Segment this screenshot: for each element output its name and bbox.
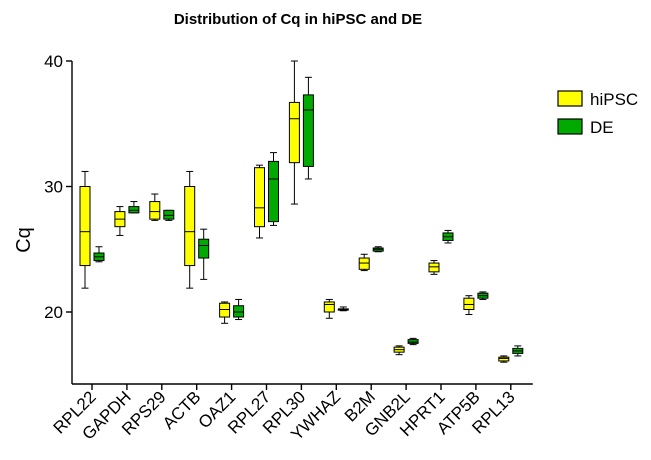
box-de-atp5b [477,291,489,300]
box-de-b2m [372,246,384,253]
box-iqr [149,201,161,220]
y-ticks: 20 30 40 [44,52,72,322]
legend-label-de: DE [590,118,614,137]
x-tick-label: ACTB [159,387,204,432]
box-de-rpl30 [302,76,314,180]
box-de-oaz1 [233,298,245,321]
box-hipsc-rps29 [149,193,161,221]
box-hipsc-atp5b [463,295,475,316]
box-hipsc-rpl22 [79,170,91,289]
y-tick-label: 20 [44,303,63,322]
box-iqr [302,94,314,167]
y-axis-label: Cq [13,227,35,253]
box-iqr [288,101,300,164]
box-iqr [254,167,265,228]
box-iqr [233,305,245,318]
box-hipsc-gnb2l [393,345,405,356]
box-hipsc-b2m [358,253,370,272]
box-iqr [463,297,475,310]
box-iqr [184,186,196,267]
legend-swatch-de [557,118,583,135]
box-de-actb [198,228,210,280]
box-plots [79,60,524,363]
box-iqr [407,339,419,344]
box-de-rpl13 [512,345,524,357]
box-de-gnb2l [407,337,419,346]
box-iqr [428,262,440,273]
box-hipsc-ywhaz [323,298,335,319]
box-de-rpl22 [93,246,105,263]
box-de-rps29 [163,209,175,221]
box-de-ywhaz [337,306,349,312]
y-tick-label: 40 [44,52,63,71]
box-de-rpl27 [268,152,279,226]
box-iqr [198,238,210,259]
box-iqr [128,206,140,214]
box-iqr [268,160,279,223]
legend-swatch-hipsc [557,90,583,107]
box-iqr [219,302,231,318]
legend-label-hipsc: hiPSC [590,90,638,109]
x-ticks: RPL22GAPDHRPS29ACTBOAZ1RPL27RPL30YWHAZB2… [50,384,519,444]
box-iqr [358,257,370,270]
box-hipsc-hprt1 [428,260,440,275]
y-tick-label: 30 [44,178,63,197]
box-de-hprt1 [442,229,454,244]
box-hipsc-actb [184,170,196,289]
box-hipsc-rpl13 [498,355,510,363]
box-hipsc-oaz1 [219,301,231,324]
box-iqr [79,186,91,267]
box-iqr [498,356,510,362]
box-de-gapdh [128,201,140,214]
legend: hiPSC DE [557,90,638,137]
axes [71,61,533,385]
chart-title: Distribution of Cq in hiPSC and DE [174,11,422,28]
box-hipsc-rpl30 [288,60,300,205]
box-iqr [323,301,335,313]
box-iqr [163,209,175,220]
box-hipsc-gapdh [114,206,126,236]
box-hipsc-rpl27 [254,164,265,239]
